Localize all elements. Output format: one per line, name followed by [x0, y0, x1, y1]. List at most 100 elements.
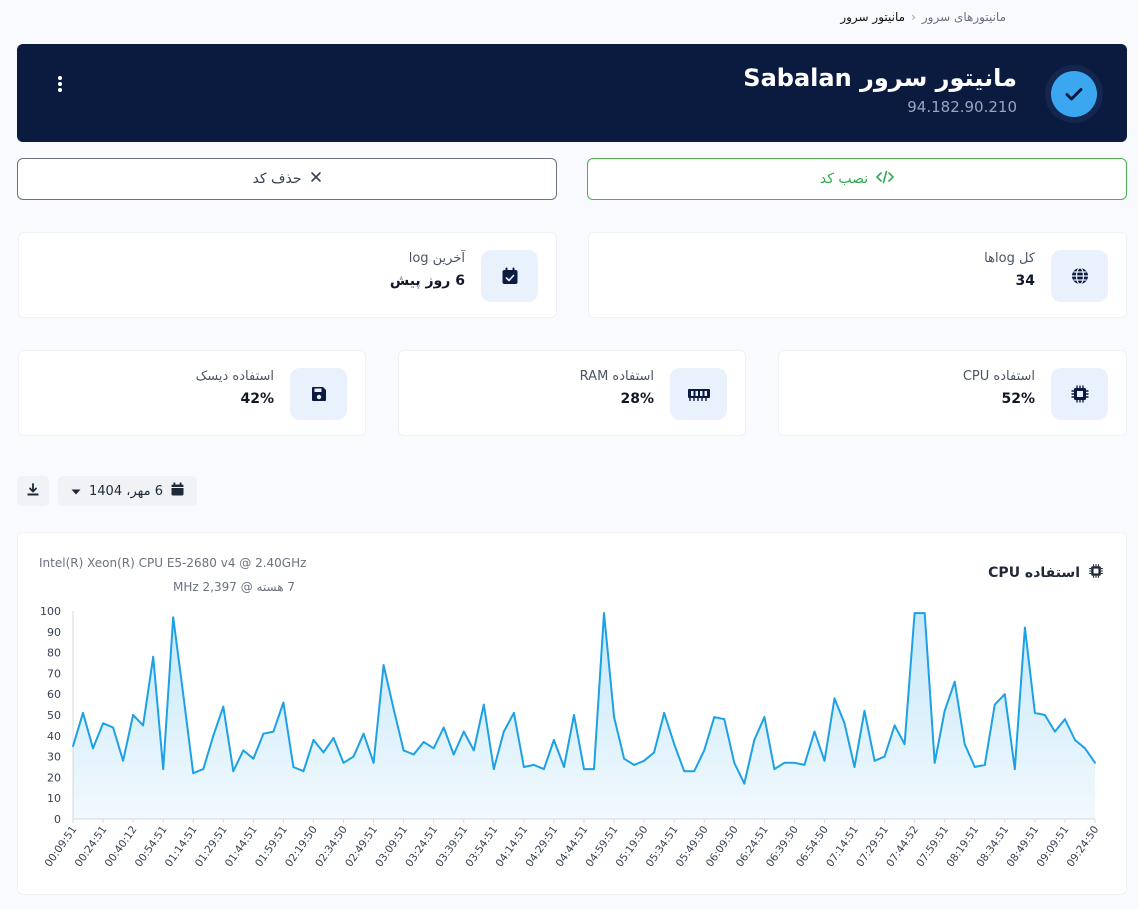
cpu-chart: 010203040506070809010000:09:5100:24:5100…: [40, 605, 1101, 869]
total-logs-card: کل logها 34: [588, 232, 1127, 318]
data-point: [563, 766, 565, 768]
data-point: [372, 761, 375, 764]
data-point: [853, 766, 856, 768]
y-tick-label: 30: [47, 751, 61, 764]
stat-value: 6 روز پیش: [389, 273, 465, 289]
data-point: [1074, 739, 1076, 741]
kebab-icon[interactable]: [55, 74, 65, 94]
data-point: [102, 722, 104, 725]
data-point: [723, 718, 726, 721]
code-icon: [876, 170, 894, 188]
disk-usage-card: استفاده دیسک 42%: [18, 350, 366, 436]
check-icon: [1051, 71, 1097, 117]
stat-value: 34: [1015, 273, 1035, 289]
breadcrumb-current: مانیتور سرور: [840, 10, 906, 24]
series-area: [73, 613, 1095, 819]
data-point: [132, 714, 135, 716]
data-point: [332, 736, 335, 739]
data-point: [733, 761, 736, 764]
breadcrumb: مانیتورهای سرور ‹ مانیتور سرور: [840, 10, 1006, 24]
data-point: [1044, 714, 1046, 716]
data-point: [402, 749, 405, 752]
data-point: [1023, 626, 1026, 629]
data-point: [442, 726, 445, 729]
cpu-icon: [1088, 563, 1104, 583]
globe-icon: [1051, 250, 1108, 302]
data-point: [813, 730, 816, 733]
install-code-label: نصب کد: [819, 171, 869, 187]
data-point: [232, 770, 235, 773]
data-point: [322, 751, 325, 754]
data-point: [793, 761, 796, 764]
delete-code-button[interactable]: حذف کد: [17, 158, 557, 200]
data-point: [82, 712, 84, 714]
data-point: [1094, 761, 1096, 764]
data-point: [743, 782, 746, 785]
y-tick-label: 80: [47, 647, 61, 660]
y-tick-label: 10: [47, 792, 61, 805]
data-point: [543, 768, 545, 770]
data-point: [953, 680, 956, 683]
download-button[interactable]: [17, 476, 49, 506]
chevron-left-icon: ‹: [911, 10, 916, 24]
data-point: [583, 768, 585, 770]
data-point: [643, 759, 646, 762]
install-code-button[interactable]: نصب کد: [587, 158, 1127, 200]
data-point: [302, 770, 305, 773]
data-point: [603, 612, 605, 614]
data-point: [653, 751, 656, 754]
breadcrumb-parent[interactable]: مانیتورهای سرور: [921, 10, 1006, 24]
date-picker[interactable]: 6 مهر، 1404: [58, 476, 197, 506]
last-log-card: آخرین log 6 روز پیش: [18, 232, 557, 318]
y-tick-label: 0: [54, 813, 61, 826]
data-point: [693, 770, 696, 773]
data-point: [282, 701, 285, 704]
download-icon: [26, 482, 40, 501]
y-tick-label: 20: [47, 771, 61, 784]
data-point: [573, 714, 575, 716]
data-point: [863, 709, 866, 712]
chart-title: استفاده CPU: [988, 563, 1104, 583]
data-point: [1013, 768, 1016, 770]
y-tick-label: 50: [47, 709, 61, 722]
data-point: [162, 768, 165, 770]
data-point: [152, 655, 155, 658]
ram-usage-card: استفاده RAM 28%: [398, 350, 746, 436]
data-point: [472, 749, 475, 752]
cpu-usage-card: استفاده CPU 52%: [778, 350, 1127, 436]
stat-label: استفاده CPU: [962, 369, 1035, 384]
data-point: [512, 712, 515, 714]
data-point: [683, 770, 686, 773]
data-point: [1033, 712, 1036, 714]
data-point: [432, 747, 435, 750]
data-point: [983, 764, 986, 766]
data-point: [533, 764, 535, 766]
data-point: [202, 768, 205, 770]
data-point: [613, 716, 615, 718]
y-tick-label: 40: [47, 730, 61, 743]
cpu-cores: 7 هسته @ 2,397 MHz: [173, 580, 296, 594]
data-point: [362, 732, 365, 735]
data-point: [392, 707, 395, 710]
data-point: [623, 757, 625, 760]
stat-value: 28%: [620, 391, 654, 407]
data-point: [312, 739, 315, 741]
data-point: [773, 768, 776, 770]
calendar-check-icon: [481, 250, 538, 302]
data-point: [142, 724, 145, 727]
data-point: [502, 730, 505, 733]
data-point: [1054, 730, 1056, 733]
data-point: [993, 703, 996, 706]
data-point: [1003, 693, 1006, 696]
stat-label: استفاده دیسک: [195, 369, 274, 384]
data-point: [342, 761, 345, 764]
data-point: [713, 716, 716, 718]
data-point: [212, 734, 215, 737]
data-point: [72, 745, 74, 748]
data-point: [412, 753, 415, 756]
data-point: [352, 755, 355, 758]
chart-title-text: استفاده CPU: [988, 565, 1080, 581]
data-point: [703, 749, 706, 752]
stat-value: 42%: [240, 391, 274, 407]
selected-date: 6 مهر، 1404: [89, 483, 163, 499]
